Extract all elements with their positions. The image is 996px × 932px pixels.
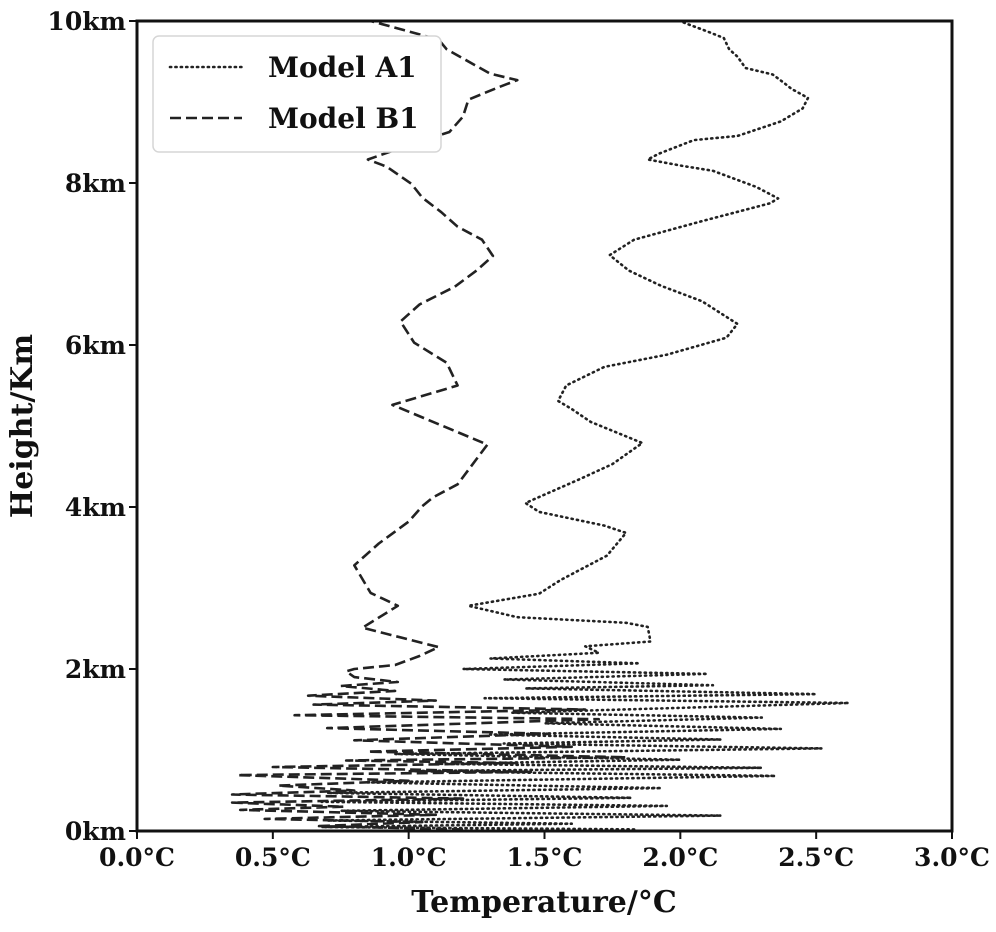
y-tick-label: 2km xyxy=(65,655,126,684)
y-tick-label: 4km xyxy=(65,493,126,522)
y-tick-label: 8km xyxy=(65,169,126,198)
y-tick-label: 10km xyxy=(47,7,126,36)
legend-box xyxy=(152,35,442,153)
x-tick-label: 2.0°C xyxy=(642,843,718,872)
x-tick-label: 0.0°C xyxy=(99,843,175,872)
legend: Model A1 Model B1 xyxy=(152,35,442,153)
x-tick-label: 1.0°C xyxy=(371,843,447,872)
series-line-model-a1 xyxy=(320,19,851,831)
x-tick-label: 0.5°C xyxy=(235,843,311,872)
y-tick-label: 6km xyxy=(65,331,126,360)
x-axis: 0.0°C 0.5°C 1.0°C 1.5°C 2.0°C 2.5°C 3.0°C xyxy=(99,831,990,872)
y-axis: 0km 2km 4km 6km 8km 10km xyxy=(47,7,137,846)
y-axis-label: Height/Km xyxy=(5,334,40,519)
legend-label-model-b1: Model B1 xyxy=(268,102,419,135)
legend-label-model-a1: Model A1 xyxy=(268,51,417,84)
series-line-model-b1 xyxy=(230,19,628,831)
y-tick-label: 0km xyxy=(65,817,126,846)
plot-area xyxy=(230,19,851,831)
x-tick-label: 2.5°C xyxy=(778,843,854,872)
x-tick-label: 3.0°C xyxy=(914,843,990,872)
x-axis-label: Temperature/°C xyxy=(411,885,676,920)
x-tick-label: 1.5°C xyxy=(507,843,583,872)
